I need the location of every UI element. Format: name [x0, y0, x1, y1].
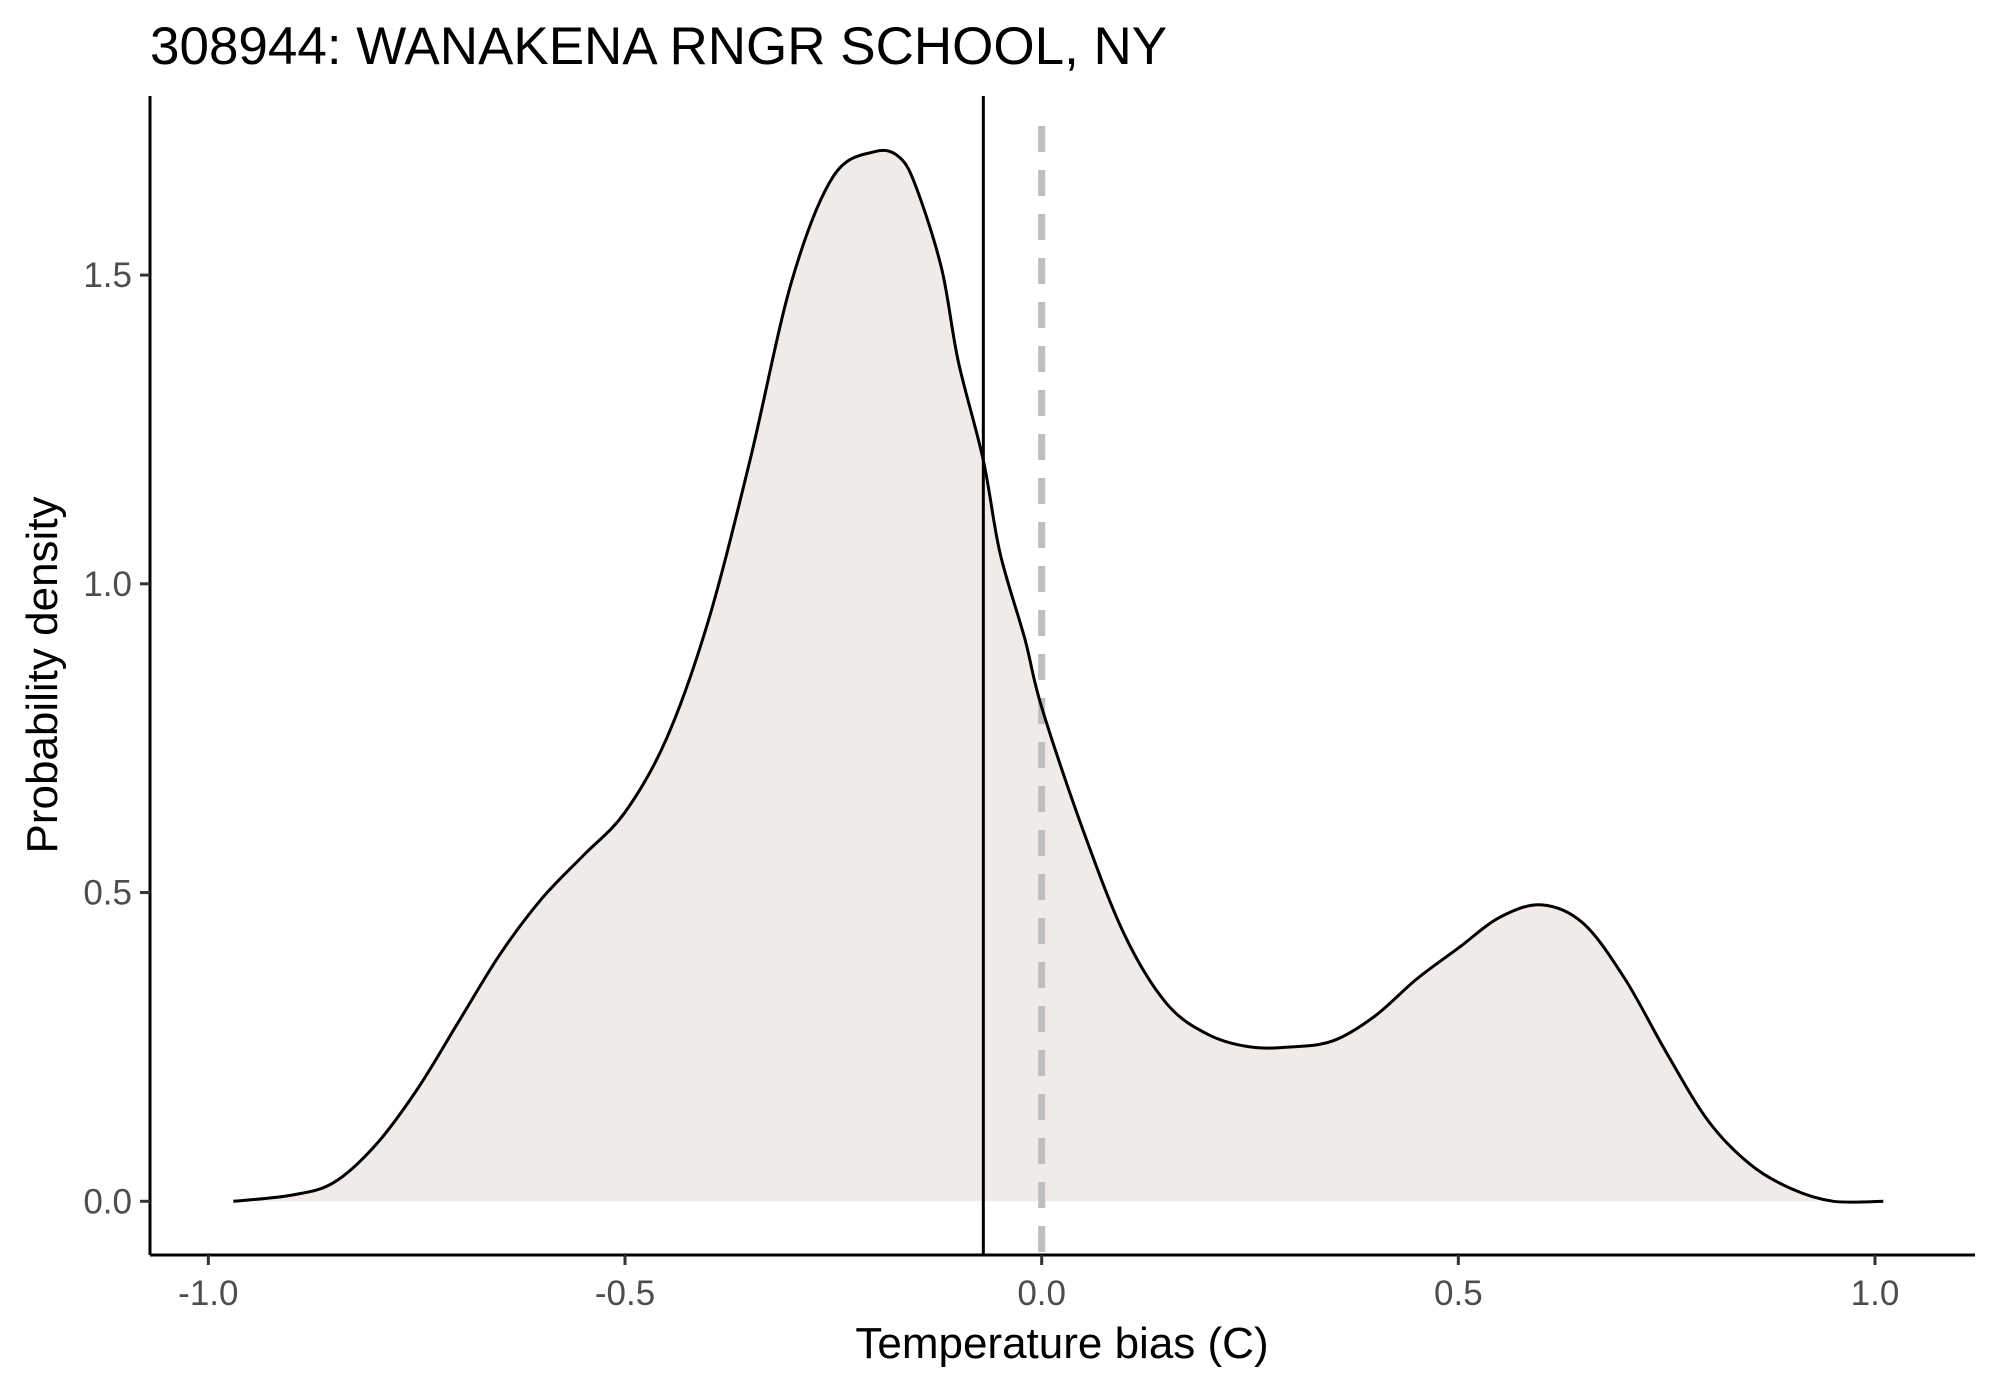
x-tick-label: 1.0: [1851, 1274, 1900, 1313]
x-tick-label: 0.5: [1434, 1274, 1483, 1313]
y-axis-title: Probability density: [18, 496, 67, 853]
plot-area: [233, 96, 1884, 1255]
y-axis-ticks: 0.0 0.5 1.0 1.5: [83, 256, 150, 1221]
x-axis-ticks: -1.0 -0.5 0.0 0.5 1.0: [178, 1255, 1899, 1313]
density-curve: [233, 148, 1884, 1204]
x-tick-label: 0.0: [1017, 1274, 1066, 1313]
x-tick-label: -1.0: [178, 1274, 238, 1313]
y-tick-label: 0.0: [83, 1182, 132, 1221]
x-tick-label: -0.5: [595, 1274, 655, 1313]
y-tick-label: 0.5: [83, 874, 132, 913]
y-tick-label: 1.5: [83, 256, 132, 295]
x-axis-title: Temperature bias (C): [855, 1319, 1268, 1368]
chart-title: 308944: WANAKENA RNGR SCHOOL, NY: [150, 17, 1167, 76]
density-area: [233, 150, 1884, 1203]
y-tick-label: 1.0: [83, 565, 132, 604]
